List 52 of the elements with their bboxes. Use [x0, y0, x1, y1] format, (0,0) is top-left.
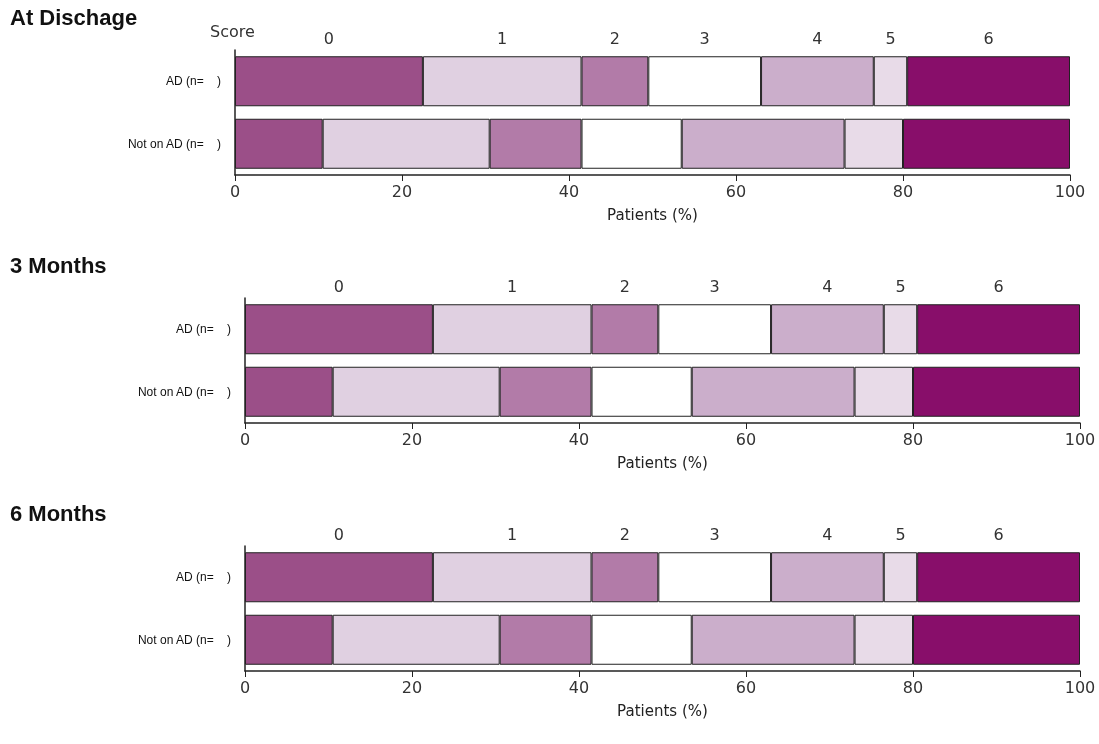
series-label: 6 [983, 28, 994, 48]
x-tick-label: 60 [725, 181, 747, 201]
y-tick-label: Not on AD (n= ) [127, 136, 221, 151]
series-label: 5 [895, 524, 906, 544]
x-tick-label: 100 [1064, 677, 1096, 697]
x-tick-label: 60 [735, 677, 757, 697]
series-label: 6 [993, 524, 1004, 544]
x-tick-label: 0 [239, 677, 251, 697]
series-label: 5 [895, 276, 906, 296]
series-label: 2 [619, 524, 631, 544]
series-label: 5 [885, 28, 896, 48]
series-label: 1 [507, 524, 518, 544]
text: Score [210, 21, 255, 41]
x-tick-label: 20 [391, 181, 413, 201]
series-label: 2 [619, 276, 631, 296]
x-tick-label: 20 [401, 429, 423, 449]
x-tick-label: 0 [229, 181, 241, 201]
x-tick-label: 100 [1054, 181, 1086, 201]
x-tick-label: 20 [401, 677, 423, 697]
series-label: 0 [323, 28, 335, 48]
series-label: 4 [822, 276, 833, 296]
y-tick-label: AD (n= ) [175, 570, 231, 585]
y-tick-label: Not on AD (n= ) [137, 384, 231, 399]
series-label: 3 [699, 28, 710, 48]
series-label: 3 [709, 524, 720, 544]
x-axis-title: Patients (%) [617, 701, 708, 720]
series-label: 3 [709, 276, 720, 296]
x-tick-label: 80 [892, 181, 914, 201]
series-label: 4 [822, 524, 833, 544]
series-label: 4 [812, 28, 823, 48]
x-axis-title: Patients (%) [607, 205, 698, 224]
chart-title: At Dischage [10, 4, 138, 30]
y-tick-label: AD (n= ) [175, 322, 231, 337]
y-tick-label: Not on AD (n= ) [137, 632, 231, 647]
x-tick-label: 100 [1064, 429, 1096, 449]
series-label: 2 [609, 28, 621, 48]
text: 3 Months [10, 252, 107, 278]
series-label: 0 [333, 276, 345, 296]
x-tick-label: 60 [735, 429, 757, 449]
x-tick-label: 80 [902, 429, 924, 449]
x-tick-label: 40 [568, 429, 590, 449]
series-label: 1 [497, 28, 508, 48]
series-label: 6 [993, 276, 1004, 296]
x-tick-label: 40 [568, 677, 590, 697]
x-tick-label: 80 [902, 677, 924, 697]
series-label: 1 [507, 276, 518, 296]
series-label: 0 [333, 524, 345, 544]
y-tick-label: AD (n= ) [165, 74, 221, 89]
x-tick-label: 0 [239, 429, 251, 449]
x-axis-title: Patients (%) [617, 453, 708, 472]
x-tick-label: 40 [558, 181, 580, 201]
text: 6 Months [10, 500, 107, 526]
